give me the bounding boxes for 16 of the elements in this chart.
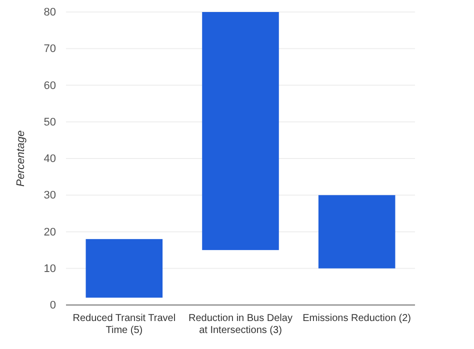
y-tick-label: 0 — [50, 300, 56, 312]
bar — [202, 12, 279, 250]
y-tick-label: 20 — [44, 226, 56, 238]
y-tick-label: 70 — [44, 43, 56, 56]
bar — [318, 195, 396, 268]
x-tick-label: Reduced Transit Travel Time (5) — [72, 313, 176, 336]
y-tick-label: 40 — [44, 153, 56, 166]
y-tick-label: 30 — [44, 190, 56, 202]
x-tick-label: Reduction in Bus Delay at Intersections (3) — [188, 313, 292, 336]
y-tick-label: 80 — [44, 6, 56, 19]
y-tick-label: 60 — [44, 80, 56, 92]
y-tick-label: 50 — [44, 116, 56, 128]
bar — [86, 239, 163, 298]
y-axis-title: Percentage — [15, 130, 27, 187]
x-tick-label: Emissions Reduction (2) — [302, 313, 412, 324]
y-tick-label: 10 — [44, 262, 56, 275]
